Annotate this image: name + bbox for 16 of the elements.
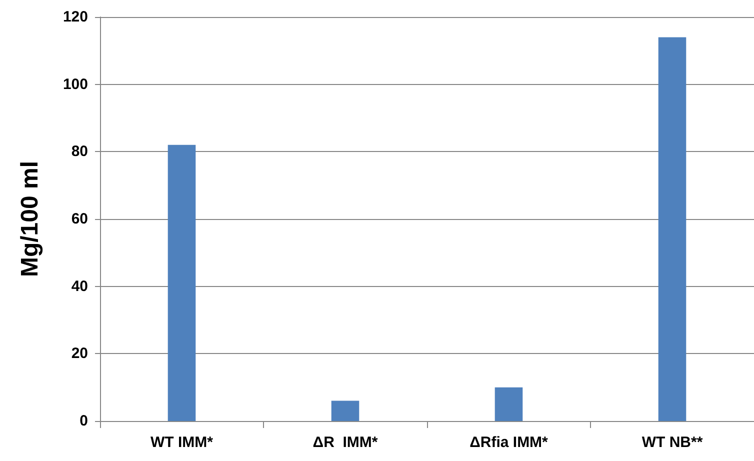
- x-tick-label: WT NB**: [642, 434, 703, 451]
- y-tick-label: 100: [62, 76, 88, 93]
- bar: [331, 400, 360, 421]
- x-tick-label: WT IMM*: [150, 434, 214, 451]
- y-tick-label: 120: [62, 8, 88, 26]
- y-tick-label: 80: [71, 143, 88, 160]
- bar: [168, 144, 196, 421]
- bar: [658, 37, 686, 421]
- y-tick-label: 60: [71, 210, 88, 228]
- y-tick-label: 0: [80, 412, 88, 430]
- y-tick-label: 40: [71, 278, 88, 295]
- y-tick-label: 20: [71, 345, 88, 362]
- bar: [494, 387, 523, 421]
- x-tick-label: ΔRfia IMM*: [470, 434, 548, 451]
- y-axis-title: Mg/100 ml: [16, 160, 44, 278]
- x-tick-label: ΔR IMM*: [312, 434, 378, 451]
